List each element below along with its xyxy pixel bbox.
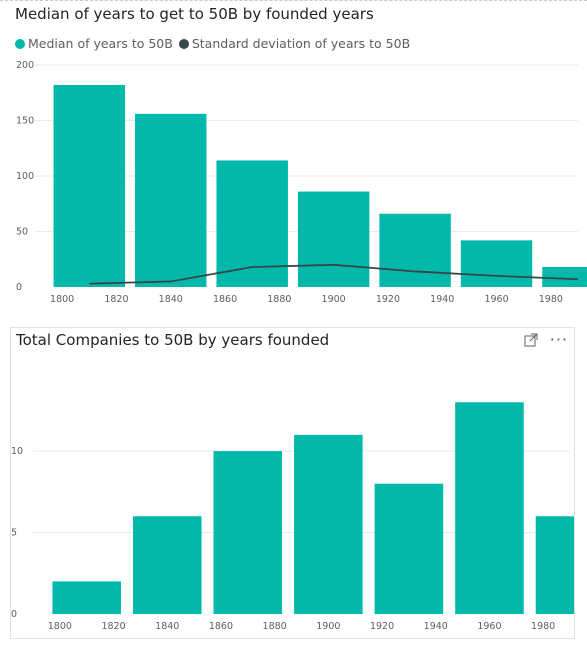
chart-title: Median of years to get to 50B by founded…: [15, 5, 374, 23]
x-tick-label: 1900: [322, 294, 346, 305]
legend-item-stddev[interactable]: Standard deviation of years to 50B: [178, 36, 411, 51]
bar[interactable]: [535, 516, 574, 614]
y-tick-label: 10: [11, 446, 23, 457]
legend-marker: [178, 38, 189, 49]
x-tick-label: 1820: [101, 621, 125, 632]
bar[interactable]: [294, 434, 363, 614]
x-tick-label: 1840: [155, 621, 179, 632]
x-tick-label: 1940: [430, 294, 454, 305]
bar[interactable]: [374, 483, 444, 614]
x-tick-label: 1940: [424, 621, 448, 632]
total-companies-chart-card[interactable]: Total Companies to 50B by years founded …: [10, 327, 575, 639]
total-companies-chart: 0 5 10 1800 1820 1840 1860 1880 1900 1920 1940 1960…: [11, 402, 574, 632]
legend-item-median[interactable]: Median of years to 50B: [15, 36, 173, 51]
bar[interactable]: [542, 267, 587, 287]
bar[interactable]: [52, 581, 121, 614]
legend-label: Standard deviation of years to 50B: [191, 36, 411, 51]
y-tick-label: 100: [16, 171, 34, 182]
x-tick-label: 1840: [159, 294, 183, 305]
median-years-chart-card[interactable]: Median of years to get to 50B by founded…: [0, 0, 587, 305]
bar[interactable]: [379, 213, 451, 287]
x-tick-label: 1980: [531, 621, 555, 632]
y-tick-label: 200: [16, 60, 34, 71]
bar[interactable]: [297, 191, 370, 287]
bar[interactable]: [53, 84, 126, 287]
bar[interactable]: [213, 451, 283, 614]
focus-mode-icon[interactable]: [524, 333, 538, 347]
bar[interactable]: [135, 113, 207, 287]
legend-label: Median of years to 50B: [28, 36, 173, 51]
x-tick-label: 1820: [104, 294, 128, 305]
x-tick-label: 1880: [267, 294, 291, 305]
visual-header: ···: [524, 330, 568, 349]
x-tick-label: 1920: [376, 294, 400, 305]
bar[interactable]: [460, 240, 533, 287]
y-tick-label: 0: [16, 282, 22, 293]
legend-marker: [15, 38, 25, 49]
y-tick-label: 150: [16, 116, 34, 127]
bar[interactable]: [216, 160, 288, 287]
median-years-chart: 0 50 100 150 200 1800 1820 1840 1860 1880 1900 1920…: [16, 60, 587, 305]
y-tick-label: 5: [11, 528, 17, 539]
x-tick-label: 1860: [213, 294, 237, 305]
more-options-icon[interactable]: ···: [549, 330, 568, 349]
bar[interactable]: [455, 402, 524, 614]
chart-legend: Median of years to 50B Standard deviatio…: [15, 36, 416, 51]
x-tick-label: 1920: [370, 621, 394, 632]
x-tick-label: 1880: [263, 621, 287, 632]
x-tick-label: 1980: [539, 294, 563, 305]
x-tick-label: 1960: [477, 621, 501, 632]
x-tick-label: 1800: [50, 294, 74, 305]
x-tick-label: 1800: [48, 621, 72, 632]
y-tick-label: 0: [11, 609, 17, 620]
chart-title: Total Companies to 50B by years founded: [16, 331, 330, 349]
series-line[interactable]: [89, 263, 579, 285]
y-tick-label: 50: [16, 227, 28, 238]
x-tick-label: 1960: [484, 294, 508, 305]
x-tick-label: 1900: [316, 621, 340, 632]
bar[interactable]: [132, 516, 202, 614]
x-tick-label: 1860: [209, 621, 233, 632]
